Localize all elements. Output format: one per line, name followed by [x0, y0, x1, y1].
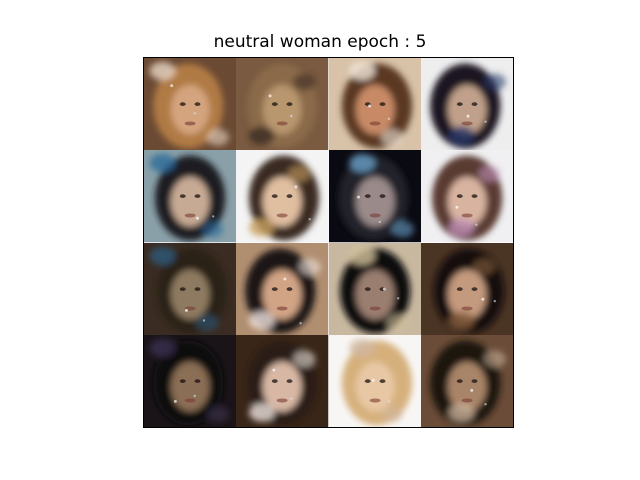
generated-face-image [328, 334, 421, 427]
generated-face-image [144, 58, 237, 151]
generated-face-image [144, 334, 237, 427]
generated-face-image [236, 58, 329, 151]
generated-face-image [236, 150, 329, 243]
generated-face-image [236, 334, 329, 427]
generated-face-image [144, 150, 237, 243]
generated-face-image [420, 58, 513, 151]
generated-face-image [420, 150, 513, 243]
generated-image-grid [143, 57, 514, 428]
generated-face-image [420, 242, 513, 335]
generated-face-image [328, 242, 421, 335]
generated-face-image [328, 150, 421, 243]
generated-face-image [328, 58, 421, 151]
generated-face-image [144, 242, 237, 335]
generated-face-image [236, 242, 329, 335]
generated-face-image [420, 334, 513, 427]
figure-title: neutral woman epoch : 5 [213, 32, 427, 52]
